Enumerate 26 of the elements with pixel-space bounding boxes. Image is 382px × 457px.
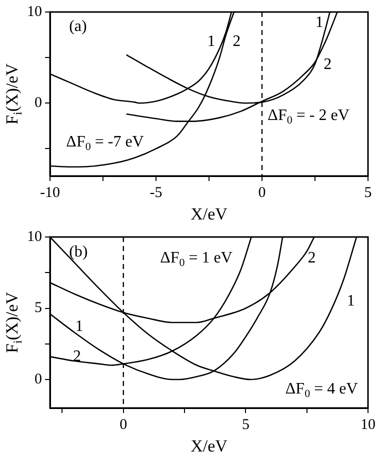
annotation: (b) xyxy=(69,244,88,261)
y-axis-title: Fi(X)/eV xyxy=(2,291,24,353)
annotation: 2 xyxy=(308,250,316,267)
y-tick-label: 0 xyxy=(34,371,42,388)
x-tick-label: 5 xyxy=(364,184,372,201)
annotation: 1 xyxy=(75,318,84,335)
x-tick-label: 10 xyxy=(360,416,376,433)
y-tick-label: 10 xyxy=(27,4,42,20)
annotation: 2 xyxy=(232,33,241,50)
x-tick-label: 0 xyxy=(258,184,266,201)
x-axis-title: X/eV xyxy=(190,436,228,456)
annotation: (a) xyxy=(69,18,87,35)
x-tick-label: -5 xyxy=(150,184,162,201)
annotation: 2 xyxy=(73,348,82,365)
x-tick-label: 5 xyxy=(242,416,250,433)
x-axis-title: X/eV xyxy=(190,204,228,224)
y-tick-label: 5 xyxy=(34,300,42,316)
y-tick-label: 0 xyxy=(34,95,42,112)
annotation: 1 xyxy=(207,33,216,50)
x-tick-label: -10 xyxy=(40,184,60,201)
annotation: 1 xyxy=(315,14,324,32)
annotation: 2 xyxy=(324,56,332,74)
x-tick-label: 0 xyxy=(120,416,128,433)
y-axis-title: Fi(X)/eV xyxy=(2,62,24,124)
annotation: 1 xyxy=(346,292,355,310)
y-tick-label: 10 xyxy=(27,228,42,245)
